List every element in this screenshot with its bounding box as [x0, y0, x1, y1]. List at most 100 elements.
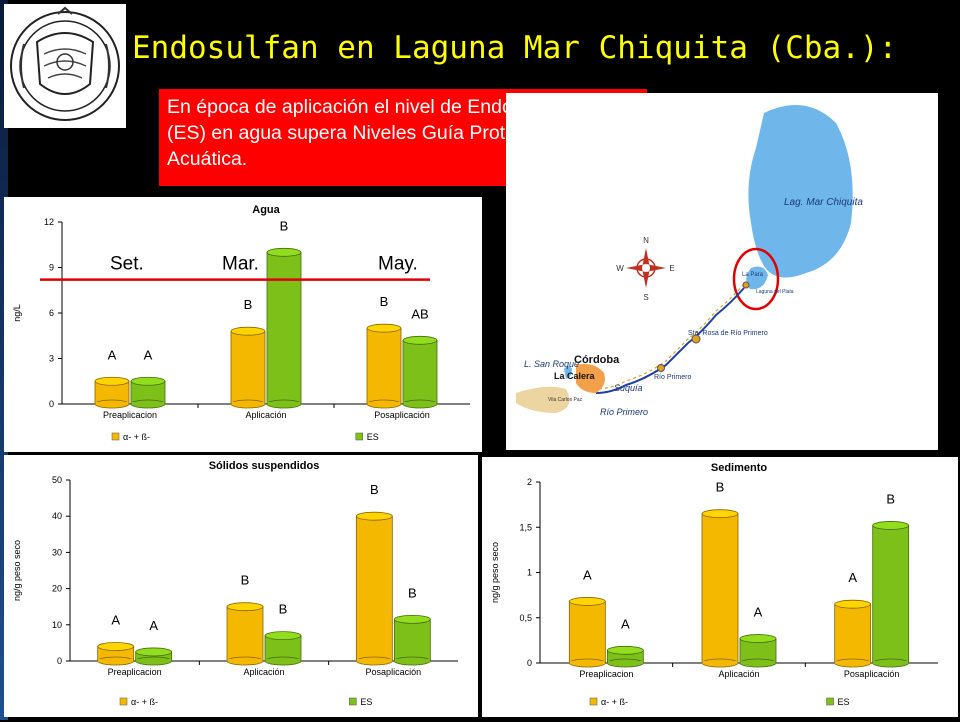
y-tick-label: 50: [52, 475, 62, 485]
bar: [834, 599, 872, 668]
legend-label: ES: [360, 697, 372, 707]
bar: [739, 634, 777, 668]
y-tick-label: 6: [49, 308, 54, 318]
x-tick-label: Posaplicación: [844, 669, 900, 679]
legend-label: α- + ß-: [601, 697, 628, 707]
x-tick-label: Preaplicacion: [103, 410, 157, 420]
bar: [355, 511, 393, 666]
legend-label: α- + ß-: [123, 432, 150, 442]
period-label: Set.: [110, 254, 144, 275]
y-tick-label: 30: [52, 547, 62, 557]
bar: [135, 647, 173, 666]
chart-agua-panel: Agua ng/L 0 3 6 9 12 Preaplicacion Aplicación Pos…: [4, 197, 482, 452]
x-tick-label: Aplicación: [245, 410, 286, 420]
period-label: May.: [378, 254, 418, 275]
significance-letter: A: [108, 347, 117, 362]
chart-sedimento: Sedimento ng/g peso seco 0 0,5 1 1,5 2 Preaplic…: [490, 462, 938, 707]
x-tick-label: Posaplicación: [374, 410, 430, 420]
y-tick-label: 12: [44, 217, 54, 227]
y-tick-label: 2: [527, 477, 532, 487]
bar: [393, 614, 431, 666]
significance-letter: AB: [411, 306, 428, 321]
significance-letter: B: [244, 297, 253, 312]
river-primero: [595, 287, 745, 394]
significance-letter: B: [380, 294, 389, 309]
significance-letter: B: [886, 491, 895, 506]
legend-swatch: [826, 697, 834, 706]
legend-swatch: [589, 697, 598, 706]
bar: [226, 602, 264, 666]
legend-swatch: [355, 432, 364, 441]
significance-letter: B: [241, 573, 250, 588]
chart-solidos-panel: Sólidos suspendidos ng/g peso seco 0 10 20 30…: [4, 455, 478, 717]
significance-letter: B: [370, 482, 379, 497]
bar: [264, 631, 302, 666]
y-tick-label: 0: [527, 658, 532, 668]
significance-letter: A: [848, 570, 857, 585]
legend-swatch: [111, 432, 120, 441]
bar: [606, 645, 644, 668]
significance-letter: A: [583, 567, 592, 582]
legend-label: ES: [367, 432, 379, 442]
x-tick-label: Aplicación: [718, 669, 759, 679]
bar: [230, 326, 266, 409]
significance-letter: B: [279, 602, 288, 617]
svg-text:Río Primero: Río Primero: [654, 374, 691, 381]
chart-title: Sedimento: [711, 462, 768, 474]
y-tick-label: 10: [52, 620, 62, 630]
period-label: Mar.: [222, 254, 259, 275]
cordoba-city: [576, 364, 605, 393]
svg-text:W: W: [616, 264, 624, 273]
significance-letter: A: [149, 618, 158, 633]
bar: [872, 521, 910, 668]
significance-letter: B: [408, 585, 417, 600]
y-tick-label: 0,5: [519, 613, 532, 623]
significance-letter: A: [621, 616, 630, 631]
y-axis-label: ng/g peso seco: [12, 540, 22, 601]
bar: [130, 376, 166, 409]
chart-title: Agua: [252, 204, 280, 216]
svg-text:Sta. Rosa de Río Primero: Sta. Rosa de Río Primero: [688, 330, 768, 337]
significance-letter: A: [111, 613, 120, 628]
y-tick-label: 9: [49, 263, 54, 273]
significance-letter: B: [716, 480, 725, 495]
university-seal-logo: [4, 4, 126, 128]
bar: [366, 323, 402, 409]
x-tick-label: Preaplicacion: [579, 669, 633, 679]
y-tick-label: 0: [49, 399, 54, 409]
y-tick-label: 3: [49, 354, 54, 364]
lake-del-plata: [746, 266, 768, 290]
chart-agua: Agua ng/L 0 3 6 9 12 Preaplicacion Aplicación Pos…: [12, 204, 470, 442]
x-tick-label: Preaplicacion: [108, 667, 162, 677]
svg-text:N: N: [643, 236, 649, 245]
svg-text:Río Primero: Río Primero: [600, 407, 648, 417]
lake-label: Lag. Mar Chiquita: [784, 197, 863, 208]
svg-text:Laguna del Plata: Laguna del Plata: [756, 289, 794, 295]
svg-text:L. San Roque: L. San Roque: [524, 359, 579, 369]
y-tick-label: 1: [527, 568, 532, 578]
legend-label: ES: [838, 697, 850, 707]
significance-letter: A: [144, 347, 153, 362]
x-tick-label: Aplicación: [243, 667, 284, 677]
svg-text:Suquía: Suquía: [614, 383, 643, 393]
svg-text:E: E: [669, 264, 674, 273]
compass-rose-icon: N S E W: [616, 236, 674, 302]
chart-title: Sólidos suspendidos: [209, 460, 320, 472]
svg-text:Vila Carlos Paz: Vila Carlos Paz: [548, 397, 583, 403]
y-axis-label: ng/g peso seco: [490, 542, 500, 603]
bar: [266, 247, 302, 409]
bar: [94, 376, 130, 409]
x-tick-label: Posaplicación: [366, 667, 422, 677]
y-tick-label: 40: [52, 511, 62, 521]
bar: [402, 335, 438, 409]
legend-label: α- + ß-: [131, 697, 158, 707]
significance-letter: A: [754, 605, 763, 620]
highlight-circle: [732, 247, 780, 311]
y-tick-label: 0: [57, 656, 62, 666]
legend-swatch: [349, 697, 357, 706]
bar: [701, 509, 739, 668]
lake-mar-chiquita: [748, 105, 853, 278]
legend-swatch: [119, 697, 128, 706]
chart-sedimento-panel: Sedimento ng/g peso seco 0 0,5 1 1,5 2 Preaplic…: [482, 457, 958, 717]
slide-title: Endosulfan en Laguna Mar Chiquita (Cba.)…: [132, 30, 898, 66]
